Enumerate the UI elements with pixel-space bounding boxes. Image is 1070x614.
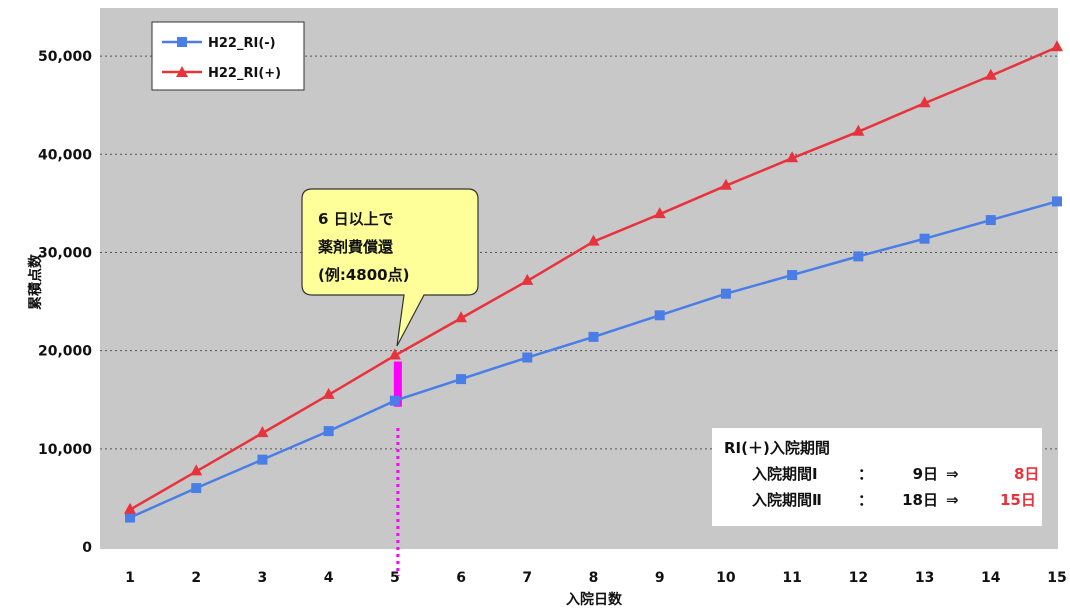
legend: H22_RI(-) H22_RI(+) [151,21,305,91]
data-point [654,310,665,321]
info-box-bg [712,428,1042,526]
callout-bubble [301,188,479,347]
data-point [919,233,930,244]
data-point [124,502,136,514]
info-row-2-label: 入院期間Ⅱ [752,491,822,509]
y-tick-label: 50,000 [38,49,92,65]
data-point [720,288,731,299]
x-tick-label: 4 [324,570,334,586]
data-point [322,387,335,399]
data-point [257,454,268,465]
series-ri-minus [125,196,1062,523]
info-row-1-from: 9日 [913,465,938,483]
callout-line-1: 6 日以上で [318,210,394,228]
data-point [588,331,599,342]
data-point [522,352,533,363]
y-tick-label: 30,000 [38,245,92,261]
x-tick-label: 1 [125,570,135,586]
data-point [985,215,996,226]
info-row-2-to: 15日 [1000,491,1036,509]
x-tick-label: 15 [1047,570,1066,586]
info-row-2-arrow: ⇒ [946,491,959,509]
x-tick-label: 2 [191,570,201,586]
x-tick-label: 6 [456,570,466,586]
data-point [456,374,467,385]
x-axis-title: 入院日数 [566,591,623,608]
info-row-1-label: 入院期間Ⅰ [752,465,818,483]
x-tick-label: 12 [849,570,868,586]
x-tick-label: 11 [782,570,801,586]
callout-line-2: 薬剤費償還 [317,238,394,256]
y-tick-label: 10,000 [38,442,92,458]
x-tick-label: 9 [655,570,665,586]
info-row-1-to: 8日 [1014,465,1039,483]
callout-line-3: (例:4800点) [318,266,409,284]
data-point [984,68,997,80]
y-tick-label: 0 [82,540,92,556]
data-point [719,178,732,190]
data-point [388,348,401,360]
data-point [853,251,864,262]
series-ri-plus [124,40,1063,514]
legend-box [151,21,305,91]
x-tick-label: 14 [981,570,1001,586]
info-row-2-sep: ： [858,491,873,509]
data-point [787,270,798,281]
data-point [521,273,534,285]
info-row-1-sep: ： [858,465,873,483]
x-tick-label: 3 [258,570,268,586]
data-point [852,124,865,136]
legend-marker-ri-plus [176,66,188,77]
legend-label-ri-minus: H22_RI(-) [208,36,276,51]
day5-markers [393,361,402,576]
y-tick-label: 20,000 [38,344,92,360]
series-layer [124,40,1063,523]
data-point [389,395,400,406]
data-point [653,207,666,219]
x-tick-label: 5 [390,570,400,586]
legend-marker-ri-minus [177,37,187,47]
y-axis-title: 累積点数 [27,253,44,310]
data-point [190,464,203,476]
x-tick-label: 7 [522,570,532,586]
info-row-2-from: 18日 [902,491,938,509]
data-point [455,311,468,323]
info-box: RI(＋)入院期間 入院期間Ⅰ ： 9日 ⇒ 8日 入院期間Ⅱ ： 18日 ⇒ … [712,428,1042,526]
highlight-bar [393,361,402,407]
data-point [191,483,202,494]
y-axis-ticks: 0 10,000 20,000 30,000 40,000 50,000 [38,49,92,556]
data-point [256,426,269,438]
data-point [587,234,600,246]
data-point [918,96,931,108]
data-point [125,512,135,523]
legend-label-ri-plus: H22_RI(+) [208,66,281,81]
data-point [786,151,799,163]
info-row-1-arrow: ⇒ [946,465,959,483]
x-tick-label: 8 [589,570,599,586]
callout: 6 日以上で 薬剤費償還 (例:4800点) [301,188,479,347]
data-point [323,426,334,437]
y-tick-label: 40,000 [38,147,92,163]
x-tick-label: 10 [716,570,736,586]
data-point [1052,196,1062,207]
x-tick-label: 13 [915,570,934,586]
data-point [1051,40,1063,52]
x-axis-ticks: 1 2 3 4 5 6 7 8 9 10 11 12 13 14 15 [125,570,1067,586]
info-box-title: RI(＋)入院期間 [724,439,830,457]
